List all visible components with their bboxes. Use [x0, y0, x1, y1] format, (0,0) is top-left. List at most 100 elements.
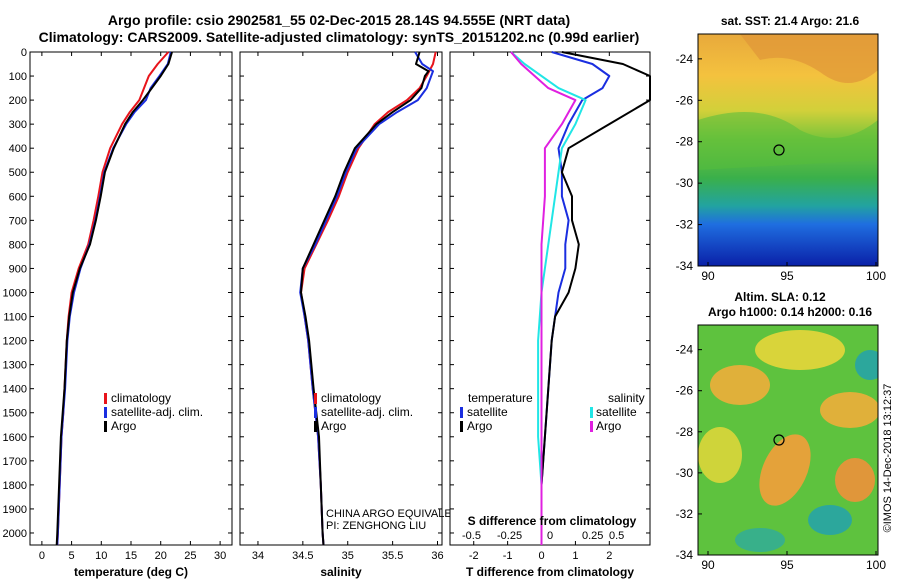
depth-tick-label: 2000	[3, 528, 27, 540]
sst-map-warm-patch	[740, 34, 878, 84]
diff-top-xtick-label: -0.5	[462, 530, 481, 542]
sla-map-title2: Argo h1000: 0.14 h2000: 0.16	[708, 305, 872, 319]
sla-map-ytick-label: -32	[676, 507, 694, 521]
difference-xtick-label: -1	[503, 550, 513, 562]
sla-blue-blob	[808, 505, 852, 535]
sla-map: Altim. SLA: 0.12 Argo h1000: 0.14 h2000:…	[676, 290, 887, 572]
diff-legend-label: satellite	[596, 405, 637, 419]
salinity-plot-frame	[239, 51, 443, 546]
difference-xtick-label: 1	[572, 550, 578, 562]
difference-xtick-label: -2	[469, 550, 479, 562]
sla-map-ytick-label: -34	[676, 548, 694, 562]
sla-blue-blob	[855, 350, 878, 380]
depth-tick-label: 600	[9, 191, 27, 203]
sst-map-ytick-label: -32	[676, 218, 694, 232]
depth-tick-label: 100	[9, 71, 27, 83]
salinity-xtick-label: 34	[252, 550, 264, 562]
difference-xtick-label: 0	[538, 550, 544, 562]
depth-tick-label: 400	[9, 143, 27, 155]
sst-map-title: sat. SST: 21.4 Argo: 21.6	[721, 14, 860, 28]
sla-argo-location-marker	[773, 434, 785, 446]
sst-map-frame	[697, 33, 879, 267]
figure-title-line1: Argo profile: csio 2902581_55 02-Dec-201…	[108, 12, 570, 28]
temperature-plot-frame	[29, 51, 233, 546]
sla-map-title1: Altim. SLA: 0.12	[734, 290, 826, 304]
sst-map-ytick-label: -26	[676, 93, 694, 107]
depth-tick-label: 900	[9, 263, 27, 275]
depth-tick-label: 500	[9, 167, 27, 179]
sla-map-ytick-label: -24	[676, 343, 694, 357]
temperature-xtick-label: 30	[214, 550, 226, 562]
depth-tick-label: 1800	[3, 480, 27, 492]
sla-yellow-blob	[820, 392, 878, 428]
sla-map-xtick-label: 90	[701, 558, 715, 572]
salinity-legend-label: climatology	[321, 391, 381, 405]
salinity-series-argo	[300, 51, 430, 546]
salinity-xtick-label: 36	[431, 550, 443, 562]
temperature-legend-swatch	[104, 393, 107, 404]
sla-yellow-blob	[755, 330, 845, 370]
sst-map-xtick-label: 90	[701, 269, 715, 283]
difference-panel: -2 -1 0 1 2 T difference from climatology temp…	[449, 51, 651, 579]
depth-tick-label: 0	[21, 47, 27, 59]
difference-xtick-label: 2	[606, 550, 612, 562]
sla-yellow-blob	[835, 458, 875, 502]
difference-series-t-argo	[540, 51, 651, 545]
sst-argo-location-marker	[773, 144, 785, 156]
sla-map-ytick-label: -30	[676, 466, 694, 480]
temperature-panel: 0100200300400500600700800900100011001200…	[3, 47, 233, 579]
diff-legend-swatch	[590, 407, 593, 418]
sla-map-ytick-label: -26	[676, 384, 694, 398]
sst-map-ytick-label: -24	[676, 52, 694, 66]
sla-yellow-blob	[710, 365, 770, 405]
sst-map-green-band	[698, 112, 878, 170]
diff-legend-label: Argo	[467, 419, 493, 433]
sst-map-xtick-label: 95	[780, 269, 794, 283]
sla-map-xtick-label: 100	[866, 558, 886, 572]
temperature-xlabel: temperature (deg C)	[74, 565, 188, 579]
sst-map-ytick-label: -28	[676, 135, 694, 149]
salinity-legend-swatch	[314, 407, 317, 418]
diff-top-xtick-label: -0.25	[497, 530, 522, 542]
temperature-xtick-label: 15	[125, 550, 137, 562]
temperature-legend-swatch	[104, 407, 107, 418]
diff-legend-title-temperature: temperature	[468, 391, 533, 405]
diff-legend-swatch	[590, 421, 593, 432]
imos-credit: ©IMOS 14-Dec-2018 13:12:37	[882, 384, 894, 533]
depth-tick-label: 200	[9, 95, 27, 107]
temperature-legend-label: satellite-adj. clim.	[111, 405, 203, 419]
diff-top-xtick-label: 0.25	[582, 530, 603, 542]
depth-tick-label: 300	[9, 119, 27, 131]
depth-tick-label: 800	[9, 239, 27, 251]
salinity-legend-label: Argo	[321, 419, 347, 433]
difference-series-s-satellite	[510, 51, 587, 545]
sla-blue-blob	[735, 528, 785, 552]
depth-tick-label: 700	[9, 215, 27, 227]
temperature-series-argo	[55, 51, 173, 546]
depth-tick-label: 1400	[3, 384, 27, 396]
sst-map-xtick-label: 100	[866, 269, 886, 283]
sst-map: sat. SST: 21.4 Argo: 21.6 90 95 100 -24 -26 -…	[676, 14, 887, 283]
salinity-legend-label: satellite-adj. clim.	[321, 405, 413, 419]
depth-tick-label: 1300	[3, 360, 27, 372]
temperature-xtick-label: 25	[184, 550, 196, 562]
salinity-legend-swatch	[314, 421, 317, 432]
temperature-xtick-label: 5	[69, 550, 75, 562]
salinity-xtick-label: 35	[342, 550, 354, 562]
sst-map-ytick-label: -30	[676, 176, 694, 190]
diff-legend-label: Argo	[596, 419, 622, 433]
difference-xlabel: T difference from climatology	[466, 565, 634, 579]
difference-plot-frame	[449, 51, 651, 546]
diff-legend-swatch	[460, 421, 463, 432]
diff-top-xlabel: S difference from climatology	[468, 514, 637, 528]
temperature-legend-swatch	[104, 421, 107, 432]
depth-tick-label: 1900	[3, 504, 27, 516]
temperature-legend-label: Argo	[111, 419, 137, 433]
salinity-legend-swatch	[314, 393, 317, 404]
sla-yellow-blob	[698, 427, 742, 483]
temperature-legend-label: climatology	[111, 391, 171, 405]
float-owner-annotation: CHINA ARGO EQUIVALENT	[326, 508, 467, 520]
depth-tick-label: 1600	[3, 432, 27, 444]
depth-tick-label: 1500	[3, 408, 27, 420]
